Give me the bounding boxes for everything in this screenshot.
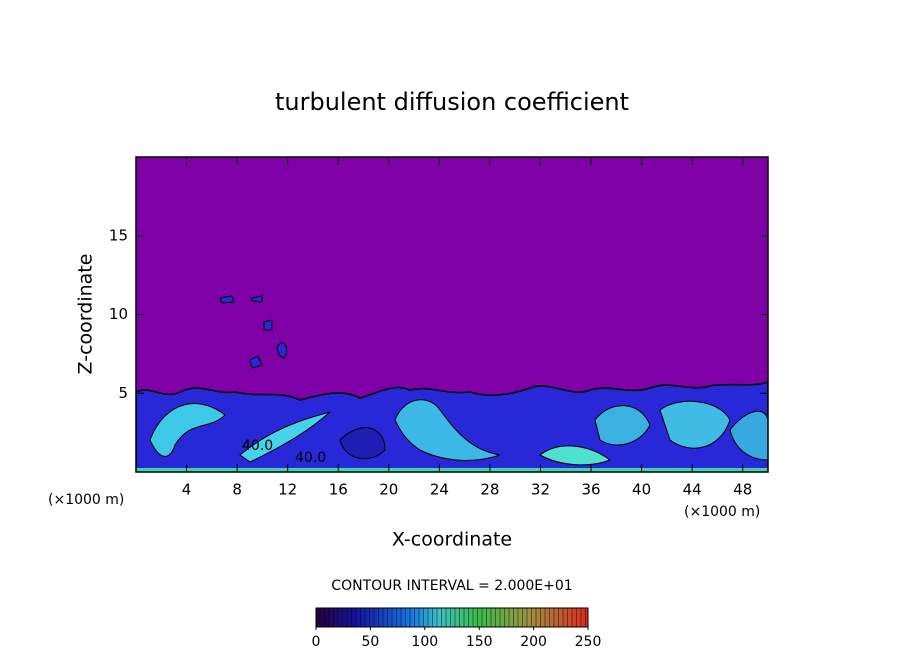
y-unit: (×1000 m) xyxy=(48,492,124,508)
x-tick-label: 28 xyxy=(480,481,499,499)
contour-label: 40.0 xyxy=(295,450,326,466)
colorbar-tick-label: 250 xyxy=(575,634,602,650)
x-tick-label: 32 xyxy=(531,481,550,499)
colorbar xyxy=(315,607,589,628)
x-tick-label: 8 xyxy=(232,481,242,499)
colorbar-tick-label: 200 xyxy=(520,634,547,650)
colorbar-tick-label: 0 xyxy=(312,634,321,650)
contour-label: 40.0 xyxy=(242,438,273,454)
x-unit: (×1000 m) xyxy=(684,504,760,520)
colorbar-tick-label: 150 xyxy=(466,634,493,650)
x-tick-label: 24 xyxy=(430,481,449,499)
x-tick-label: 44 xyxy=(683,481,702,499)
x-tick-label: 40 xyxy=(632,481,651,499)
colorbar-tick-label: 50 xyxy=(361,634,379,650)
x-tick-label: 48 xyxy=(733,481,752,499)
colorbar-tick-label: 100 xyxy=(411,634,438,650)
y-axis-label: Z-coordinate xyxy=(75,254,97,375)
x-tick-label: 12 xyxy=(278,481,297,499)
field xyxy=(136,157,768,472)
y-tick-label: 5 xyxy=(118,384,128,402)
chart-title: turbulent diffusion coefficient xyxy=(275,88,629,116)
x-tick-label: 20 xyxy=(379,481,398,499)
contour-interval: CONTOUR INTERVAL = 2.000E+01 xyxy=(331,578,572,594)
y-tick-label: 15 xyxy=(109,226,128,244)
x-tick-label: 16 xyxy=(329,481,348,499)
y-tick-label: 10 xyxy=(109,305,128,323)
x-tick-label: 4 xyxy=(182,481,192,499)
x-axis-label: X-coordinate xyxy=(392,529,512,551)
x-tick-label: 36 xyxy=(581,481,600,499)
